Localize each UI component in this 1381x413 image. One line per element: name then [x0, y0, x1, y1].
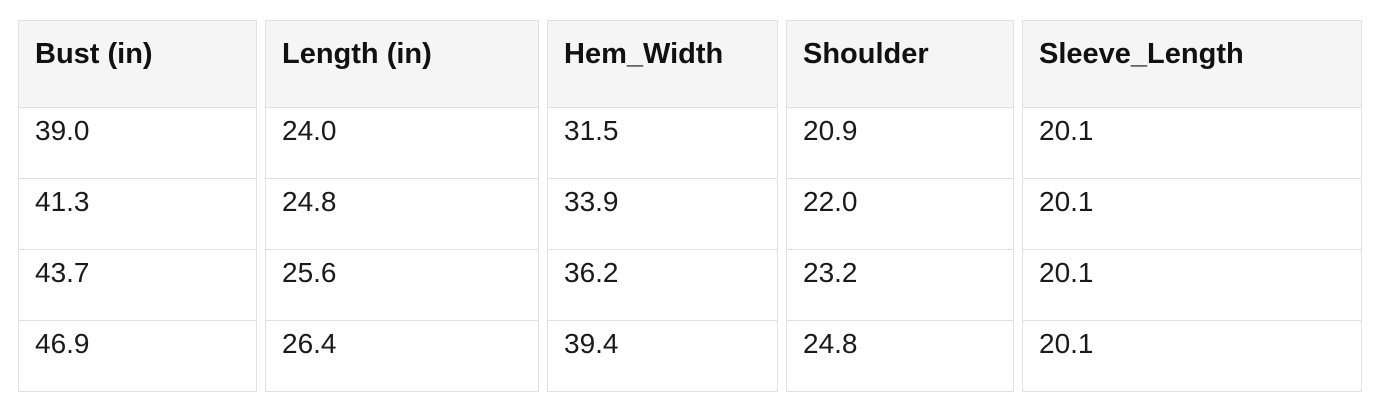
table-cell-hem-width: 36.2: [547, 250, 778, 321]
table-cell-bust: 41.3: [18, 179, 257, 250]
column-header-bust: Bust (in): [18, 20, 257, 108]
table-cell-bust: 39.0: [18, 108, 257, 179]
table-cell-sleeve-length: 20.1: [1022, 179, 1362, 250]
table-cell-sleeve-length: 20.1: [1022, 321, 1362, 392]
table-cell-shoulder: 23.2: [786, 250, 1014, 321]
column-header-sleeve-length: Sleeve_Length: [1022, 20, 1362, 108]
table-row: 46.9 26.4 39.4 24.8 20.1: [18, 321, 1362, 392]
table-cell-bust: 43.7: [18, 250, 257, 321]
table-cell-bust: 46.9: [18, 321, 257, 392]
column-header-length: Length (in): [265, 20, 539, 108]
table-cell-length: 24.8: [265, 179, 539, 250]
table-cell-shoulder: 20.9: [786, 108, 1014, 179]
table-cell-shoulder: 24.8: [786, 321, 1014, 392]
table-cell-length: 25.6: [265, 250, 539, 321]
column-header-shoulder: Shoulder: [786, 20, 1014, 108]
column-header-hem-width: Hem_Width: [547, 20, 778, 108]
table-cell-hem-width: 33.9: [547, 179, 778, 250]
table-cell-sleeve-length: 20.1: [1022, 108, 1362, 179]
table-cell-length: 24.0: [265, 108, 539, 179]
table-cell-sleeve-length: 20.1: [1022, 250, 1362, 321]
table-cell-shoulder: 22.0: [786, 179, 1014, 250]
table-row: 41.3 24.8 33.9 22.0 20.1: [18, 179, 1362, 250]
table-cell-hem-width: 39.4: [547, 321, 778, 392]
table-cell-hem-width: 31.5: [547, 108, 778, 179]
table-row: 43.7 25.6 36.2 23.2 20.1: [18, 250, 1362, 321]
size-measurements-table: Bust (in) Length (in) Hem_Width Shoulder…: [10, 20, 1370, 392]
table-cell-length: 26.4: [265, 321, 539, 392]
table-row: 39.0 24.0 31.5 20.9 20.1: [18, 108, 1362, 179]
header-row: Bust (in) Length (in) Hem_Width Shoulder…: [18, 20, 1362, 108]
